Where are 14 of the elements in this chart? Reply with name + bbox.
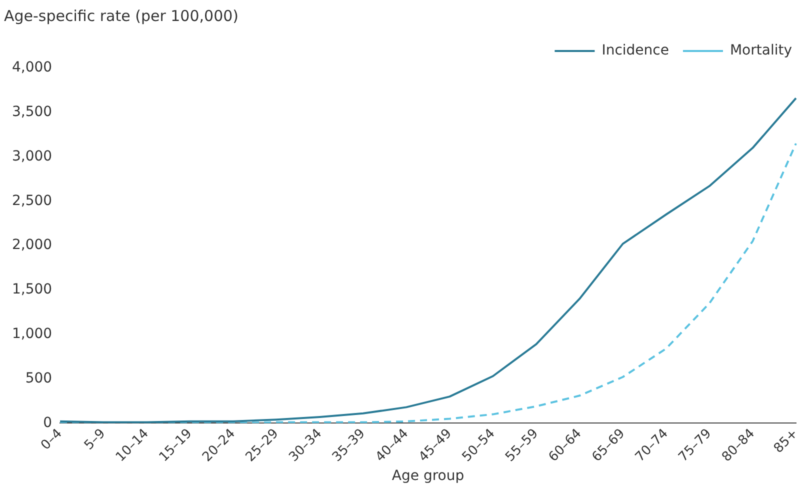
legend-label: Mortality	[730, 42, 792, 59]
y-tick-label: 4,000	[12, 60, 52, 76]
x-tick-label: 5–9	[82, 426, 109, 454]
x-tick-label: 85+	[771, 426, 802, 456]
y-tick-label: 3,500	[12, 104, 52, 120]
y-tick-label: 1,500	[12, 282, 52, 298]
legend-label: Incidence	[602, 42, 669, 59]
y-tick-label: 500	[25, 370, 52, 386]
y-tick-label: 3,000	[12, 148, 52, 164]
y-tick-label: 1,000	[12, 326, 52, 342]
y-axis-title: Age-specific rate (per 100,000)	[4, 6, 239, 25]
y-tick-label: 2,000	[12, 237, 52, 254]
x-axis-title: Age group	[392, 468, 464, 484]
y-tick-label: 2,500	[12, 192, 52, 209]
